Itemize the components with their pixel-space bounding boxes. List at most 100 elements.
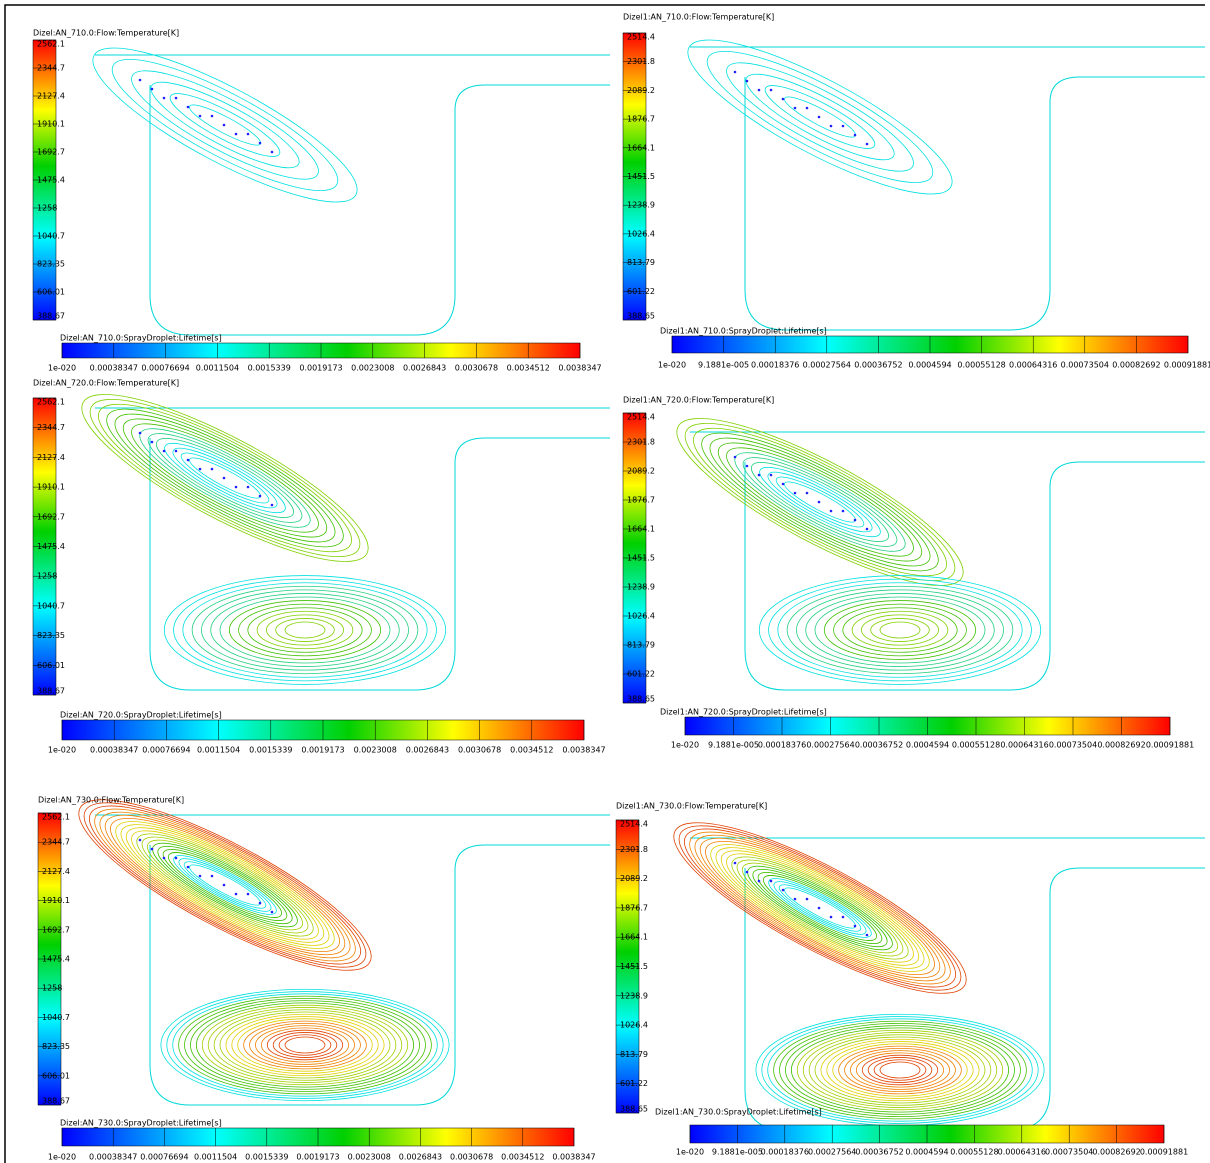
droplet [210, 114, 214, 118]
contour [870, 618, 930, 642]
chamber-outline [690, 837, 1205, 1131]
temperature-label: 2514.4 [627, 33, 655, 42]
droplet [757, 88, 761, 92]
temperature-label: 2514.4 [620, 820, 648, 829]
contour [184, 997, 426, 1093]
droplet [805, 491, 809, 495]
lifetime-label: 0.00027564 [803, 361, 851, 370]
temperature-label: 1238.9 [627, 583, 655, 592]
droplet [186, 105, 190, 109]
contour [773, 881, 867, 935]
temperature-label: 1910.1 [42, 896, 70, 905]
temperature-label: 1026.4 [627, 229, 655, 238]
lifetime-label: 0.0015339 [249, 746, 292, 755]
contour [183, 861, 267, 909]
contour [790, 1027, 1010, 1113]
contour [689, 831, 951, 985]
lifetime-label: 0.0004594 [905, 1148, 948, 1157]
contour [726, 447, 914, 557]
contour [141, 836, 309, 934]
contour [247, 607, 363, 653]
temperature-label: 1910.1 [37, 120, 65, 129]
temperature-label: 1451.5 [620, 962, 648, 971]
droplet [150, 440, 154, 444]
lifetime-label: 0.0004594 [908, 361, 951, 370]
droplet [186, 865, 190, 869]
temperature-title: Dizel:AN_730.0:Flow:Temperature[K] [38, 796, 184, 805]
contour [752, 868, 888, 948]
contour [160, 988, 450, 1102]
contour [237, 1018, 373, 1072]
lifetime-title: Dizel1:AN_730.0:SprayDroplet:Lifetime[s] [655, 1108, 822, 1117]
contour [710, 844, 930, 972]
contour [814, 1036, 986, 1104]
temperature-title: Dizel1:AN_720.0:Flow:Temperature[K] [623, 396, 774, 405]
temperature-label: 388.65 [620, 1105, 648, 1114]
droplet [841, 915, 845, 919]
contour [838, 1045, 962, 1095]
lifetime-label: 0.0011504 [196, 364, 239, 373]
droplet [817, 906, 821, 910]
droplet [733, 70, 737, 74]
contour [757, 872, 883, 944]
contour [820, 1038, 980, 1102]
contour [195, 1002, 415, 1088]
droplet [198, 114, 202, 118]
contour [763, 875, 877, 941]
contour [219, 1011, 391, 1079]
lifetime-label: 0.0026843 [406, 746, 449, 755]
contour [726, 853, 914, 963]
contour [814, 596, 986, 664]
contour [284, 621, 326, 639]
contour [122, 418, 328, 538]
temperature-label: 823.35 [37, 631, 65, 640]
contour [833, 603, 967, 657]
contour [764, 85, 876, 149]
droplet [198, 874, 202, 878]
contour [104, 814, 346, 956]
contour [275, 618, 335, 642]
contour [97, 403, 353, 553]
contour [266, 614, 344, 646]
droplet [817, 500, 821, 504]
temperature-label: 1692.7 [37, 148, 65, 157]
contour [687, 39, 953, 195]
temperature-label: 1258 [37, 572, 57, 581]
contour [826, 1041, 974, 1099]
contour [136, 833, 314, 937]
contour [89, 398, 361, 558]
contour [207, 1007, 403, 1083]
contour [785, 1025, 1015, 1115]
contour [131, 830, 319, 940]
contour [709, 437, 931, 567]
droplet [745, 79, 749, 83]
lifetime-label: 0.00073504 [1045, 1148, 1093, 1157]
contour [83, 802, 367, 968]
contour [759, 466, 881, 538]
droplet [781, 888, 785, 892]
lifetime-label: 0.00027564 [806, 741, 854, 750]
droplet [258, 901, 262, 905]
contour [168, 852, 282, 918]
contour [879, 1061, 921, 1079]
droplet [853, 924, 857, 928]
droplet [865, 933, 869, 937]
lifetime-title: Dizel1:AN_720.0:SprayDroplet:Lifetime[s] [660, 708, 827, 717]
lifetime-label: 0.0015339 [248, 364, 291, 373]
contour [802, 1032, 998, 1108]
lifetime-label: 0.00076694 [140, 1153, 188, 1162]
droplet [757, 473, 761, 477]
contour [94, 808, 356, 962]
droplet [769, 473, 773, 477]
contour [699, 837, 941, 979]
droplet [258, 141, 262, 145]
contour [745, 73, 895, 161]
chamber-outline [690, 431, 1205, 691]
droplet [865, 142, 869, 146]
droplet [174, 856, 178, 860]
lifetime-label: 0.00073504 [1061, 361, 1109, 370]
droplet [781, 97, 785, 101]
temperature-label: 388.67 [37, 312, 65, 321]
lifetime-label: 0.0030678 [458, 746, 501, 755]
temperature-label: 2089.2 [620, 874, 648, 883]
